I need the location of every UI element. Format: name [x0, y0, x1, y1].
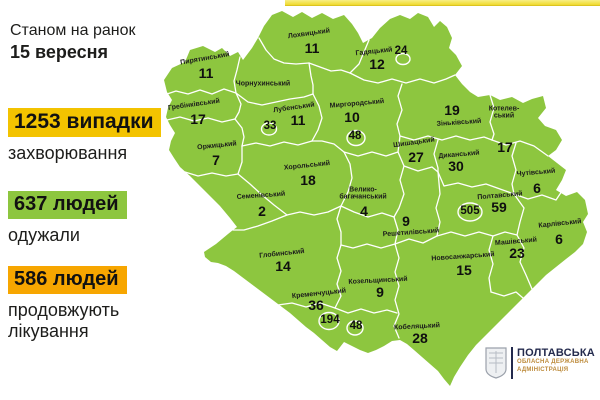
- logo-divider: [511, 347, 513, 379]
- district-case-count: 59: [491, 199, 507, 215]
- logo-title: ПОЛТАВСЬКА: [517, 347, 595, 359]
- logo-subtitle-line2: АДМІНІСТРАЦІЯ: [517, 366, 569, 373]
- district-case-count: 12: [369, 56, 385, 72]
- logo-subtitle-line1: ОБЛАСНА ДЕРЖАВНА: [517, 359, 589, 366]
- district-case-count: 30: [448, 158, 464, 174]
- district-case-count: 11: [304, 40, 320, 56]
- district-case-count: 36: [308, 297, 324, 313]
- stat-cases-caption: захворювання: [8, 143, 128, 163]
- district-name-label: Чорнухинський: [235, 80, 291, 88]
- asof-line1: Станом на ранок: [10, 22, 136, 39]
- administration-logo: ПОЛТАВСЬКА ОБЛАСНА ДЕРЖАВНА АДМІНІСТРАЦІ…: [484, 347, 595, 379]
- district-case-count: 18: [300, 172, 316, 188]
- district-case-count: 17: [497, 139, 513, 155]
- city-enclaves: [260, 52, 483, 336]
- district-case-count: 11: [198, 65, 214, 81]
- city-case-count: 194: [320, 314, 340, 326]
- district-case-count: 2: [258, 203, 266, 219]
- district-borders: [166, 37, 563, 339]
- district-case-count: 23: [509, 245, 525, 261]
- district-case-count: 17: [190, 111, 206, 127]
- stat-recovered-highlight: 637 людей: [8, 191, 127, 219]
- stat-recovered-caption: одужали: [8, 225, 80, 245]
- district-case-count: 19: [444, 102, 460, 118]
- city-case-count: 24: [394, 45, 408, 57]
- district-case-count: 6: [555, 231, 563, 247]
- district-case-count: 9: [402, 213, 410, 229]
- district-case-count: 7: [212, 152, 220, 168]
- city-case-count: 505: [460, 205, 480, 217]
- stat-cases: 1253 випадки захворювання: [8, 108, 162, 164]
- district-case-count: 9: [376, 284, 384, 300]
- district-case-count: 27: [408, 149, 424, 165]
- district-name-label: Котелев-ський: [488, 105, 520, 120]
- coat-of-arms-icon: [485, 347, 507, 379]
- stat-treatment-highlight: 586 людей: [8, 266, 127, 294]
- oblast-land-shape: [164, 11, 588, 386]
- city-case-count: 48: [349, 320, 363, 332]
- stat-treatment: 586 людей продовжують лікування: [8, 266, 127, 341]
- stat-cases-highlight: 1253 випадки: [8, 108, 162, 137]
- asof-date: 15 вересня: [10, 42, 109, 62]
- stat-treatment-caption: продовжують лікування: [8, 300, 120, 341]
- district-case-count: 6: [533, 180, 541, 196]
- district-case-count: 10: [344, 109, 360, 125]
- district-name-label: Велико-багачанський: [339, 186, 387, 201]
- city-case-count: 48: [348, 130, 362, 142]
- district-case-count: 15: [456, 262, 472, 278]
- district-case-count: 4: [360, 203, 368, 219]
- stat-recovered: 637 людей одужали: [8, 191, 127, 246]
- district-case-count: 14: [275, 258, 291, 274]
- city-case-count: 33: [263, 120, 277, 132]
- district-case-count: 11: [290, 112, 306, 128]
- district-case-count: 28: [412, 330, 428, 346]
- top-banner-strip: [285, 0, 600, 6]
